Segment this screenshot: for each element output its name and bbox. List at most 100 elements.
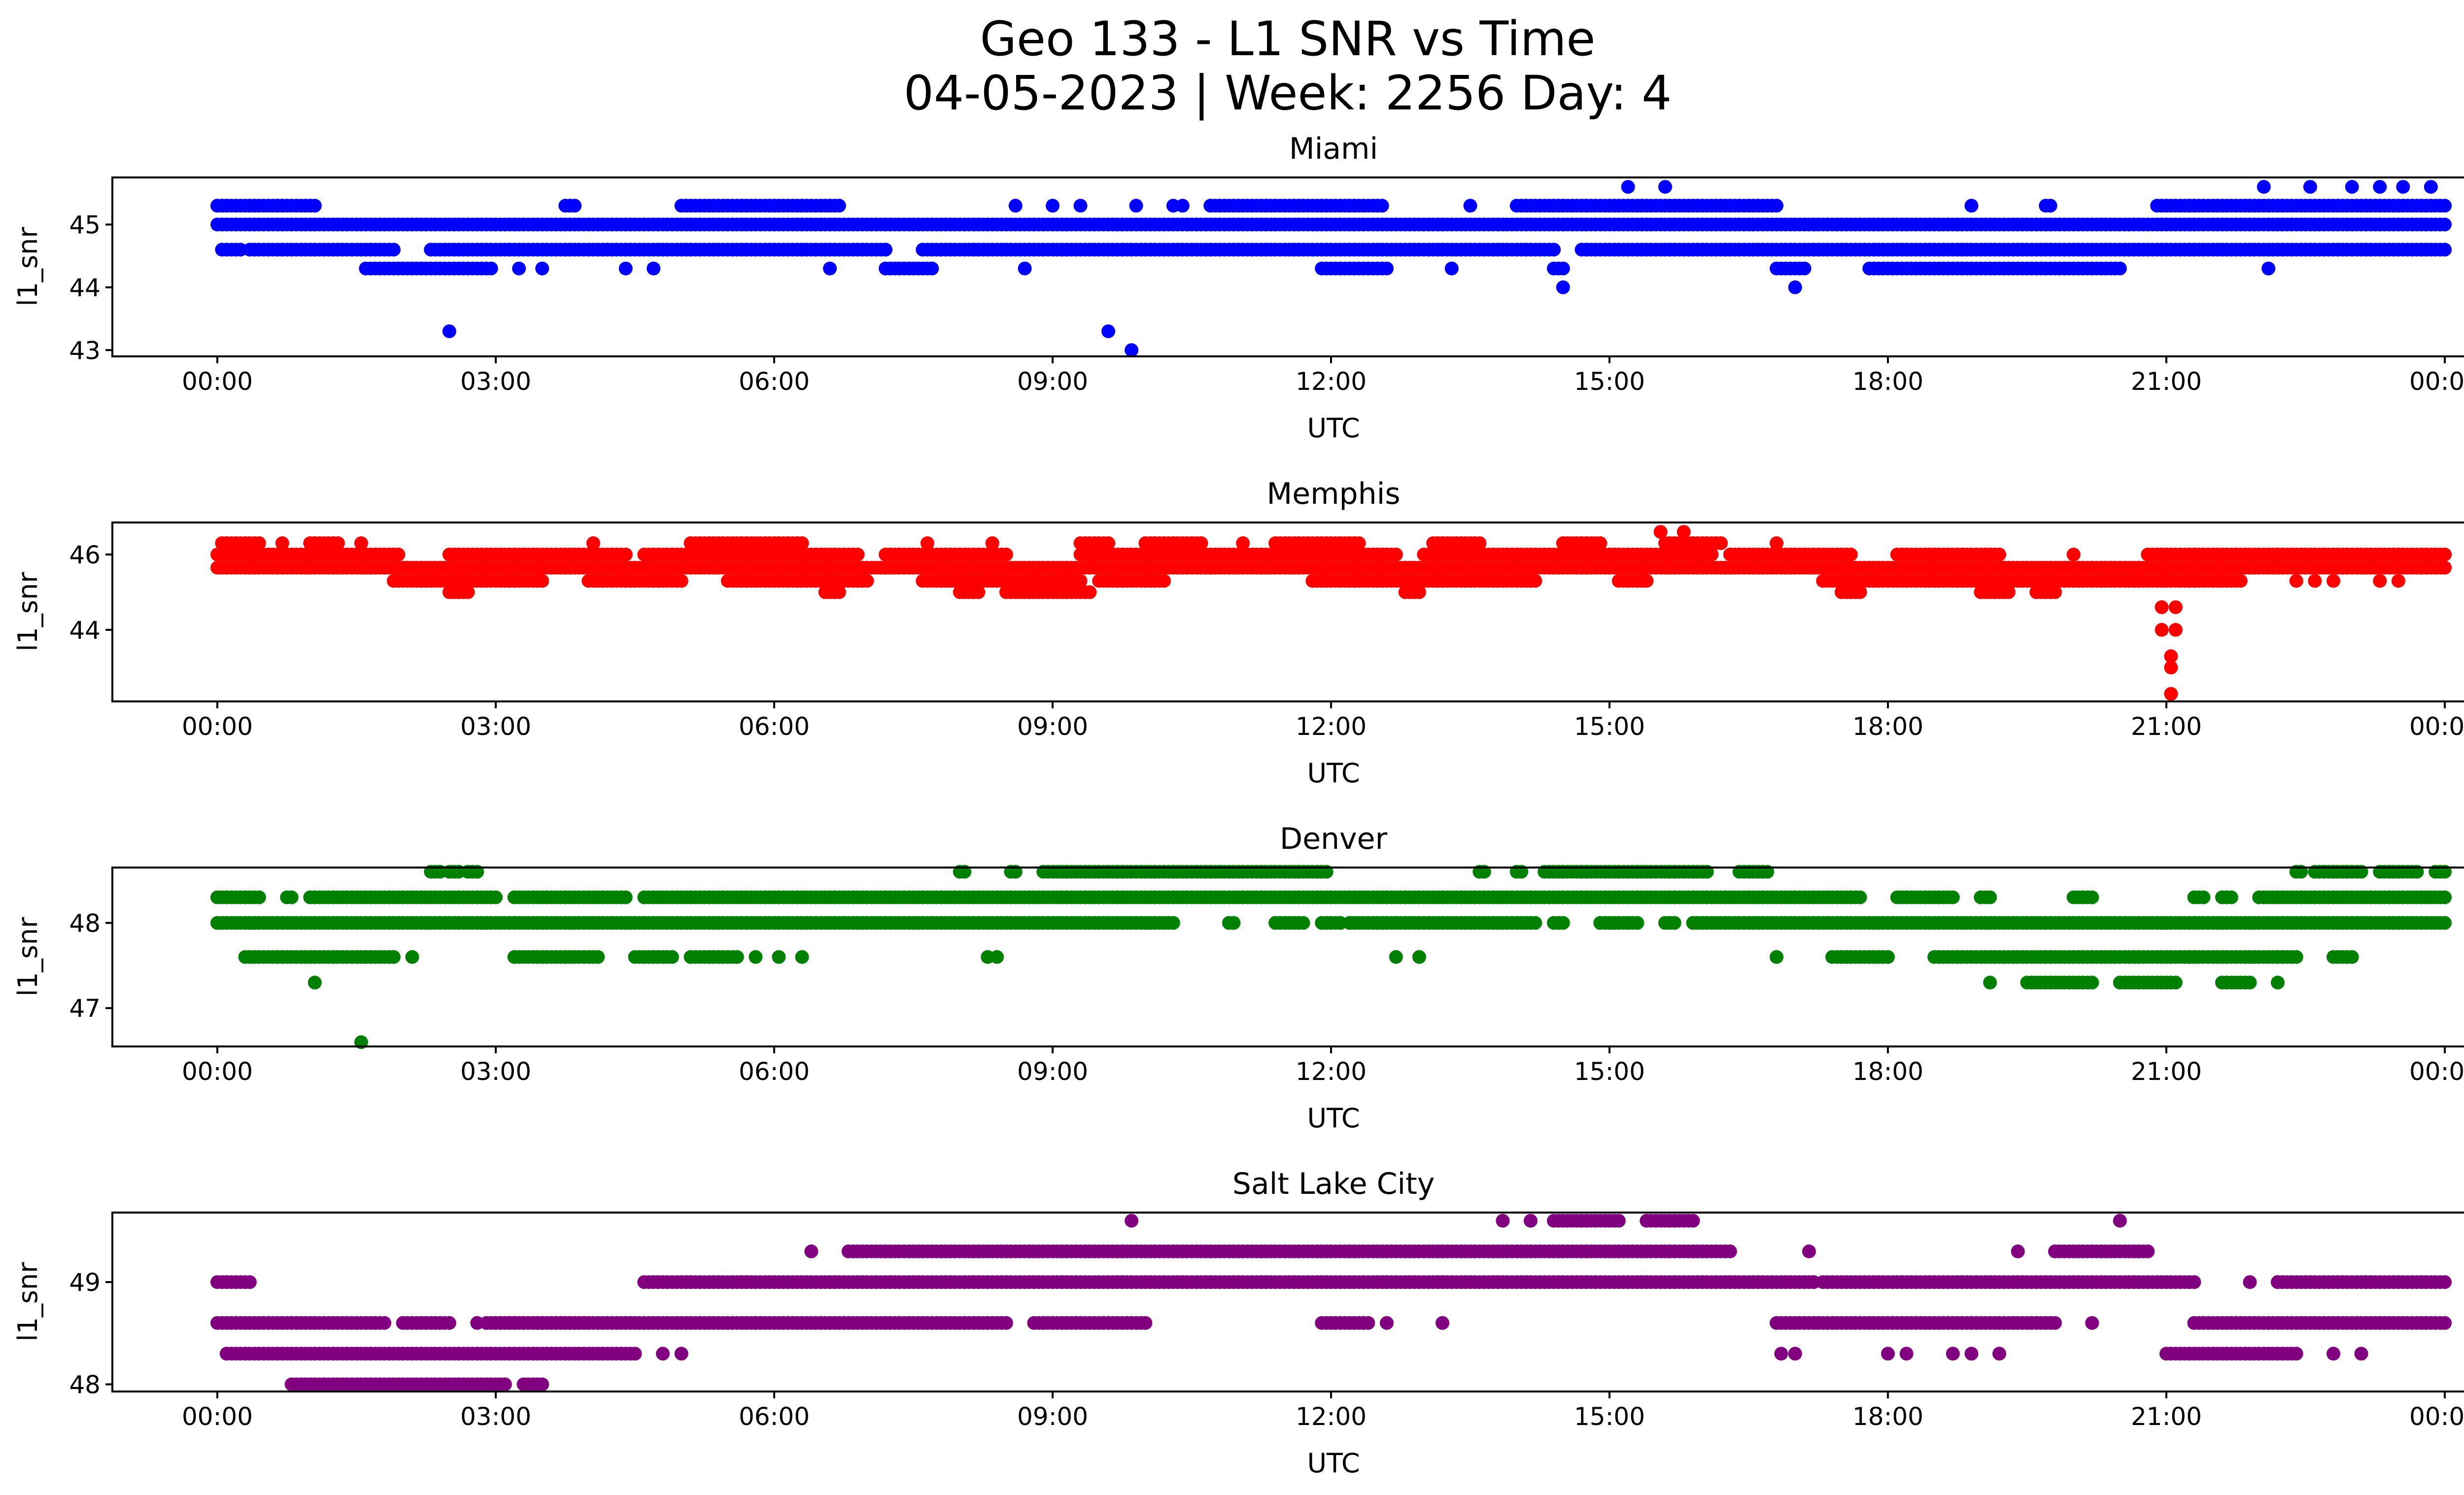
miami-data-point [2438, 243, 2452, 257]
denver-data-point [489, 890, 503, 904]
memphis-data-point [2233, 574, 2248, 588]
denver-data-point [1853, 890, 1867, 904]
denver-data-point [1667, 916, 1681, 930]
memphis-x-tick-label: 12:00 [1296, 712, 1367, 741]
salt-lake-city-data-point [2438, 1316, 2452, 1330]
miami-data-point [1380, 261, 1394, 276]
memphis-points [210, 525, 2452, 701]
memphis-data-point [1101, 536, 1115, 550]
denver-outlier-point [405, 950, 419, 964]
memphis-data-point [674, 574, 688, 588]
memphis-outlier-point [2391, 574, 2405, 588]
denver-data-point [1630, 916, 1644, 930]
salt-lake-city-data-point [1361, 1316, 1375, 1330]
memphis-data-point [1714, 536, 1728, 550]
memphis-data-point [2438, 560, 2452, 575]
miami-outlier-point [1008, 199, 1023, 213]
miami-y-tick-label: 45 [69, 211, 101, 240]
miami-data-point [2438, 199, 2452, 213]
miami-data-point [1770, 199, 1783, 213]
memphis-data-point [1472, 536, 1487, 550]
denver-panel: Denver 00:00 03:00 06:00 09:00 12:00 15:00 18:… [12, 822, 2464, 1134]
denver-data-point [1556, 916, 1570, 930]
miami-plot-frame [111, 176, 2464, 357]
denver-data-point [730, 950, 744, 964]
salt-lake-city-data-point [2187, 1275, 2201, 1289]
memphis-outlier-point [2373, 574, 2387, 588]
memphis-data-point [1083, 585, 1097, 599]
miami-data-point [568, 199, 582, 213]
memphis-outlier-point [2168, 623, 2183, 637]
miami-data-point [2438, 217, 2452, 232]
miami-outlier-point [1101, 324, 1115, 339]
memphis-data-point [1844, 548, 1858, 561]
miami-x-tick-label: 03:00 [460, 367, 531, 396]
denver-data-point [2438, 916, 2452, 930]
denver-outlier-point [308, 975, 322, 990]
salt-lake-city-data-point [2438, 1275, 2452, 1289]
denver-x-tick-label: 09:00 [1017, 1057, 1088, 1086]
miami-outlier-point [1125, 343, 1139, 357]
memphis-outlier-point [2327, 574, 2340, 588]
denver-data-point [252, 890, 266, 904]
miami-x-ticks: 00:00 03:00 06:00 09:00 12:00 15:00 18:00 21:00… [182, 356, 2464, 396]
miami-data-point [308, 199, 322, 213]
denver-outlier-point [1983, 975, 1997, 990]
memphis-x-tick-label: 18:00 [1852, 712, 1923, 741]
miami-x-tick-label: 18:00 [1852, 367, 1923, 396]
memphis-title: Memphis [1266, 477, 1400, 511]
miami-outlier-point [1018, 261, 1032, 276]
miami-title: Miami [1289, 132, 1378, 166]
miami-outlier-point [2261, 261, 2276, 276]
memphis-data-point [2438, 548, 2452, 561]
figure-title-line-2: 04-05-2023 | Week: 2256 Day: 4 [904, 66, 1672, 121]
miami-data-point [925, 261, 939, 276]
memphis-x-label: UTC [1307, 758, 1360, 789]
salt-lake-city-data-point [1723, 1244, 1737, 1258]
salt-lake-city-data-point [2289, 1347, 2303, 1361]
memphis-data-point [252, 536, 266, 550]
denver-y-label: l1_snr [12, 917, 43, 997]
memphis-x-tick-label: 09:00 [1017, 712, 1088, 741]
denver-data-point [2085, 975, 2099, 990]
denver-data-point [618, 890, 633, 904]
miami-outlier-point [1463, 199, 1477, 213]
memphis-x-tick-label: 03:00 [460, 712, 531, 741]
denver-data-point [1881, 950, 1895, 964]
memphis-outlier-point [2164, 687, 2178, 701]
memphis-outlier-point [354, 536, 368, 550]
miami-outlier-point [1621, 180, 1635, 194]
miami-outlier-point [1964, 199, 1979, 213]
miami-x-tick-label: 00:00 [2409, 367, 2464, 396]
miami-outlier-point [1046, 199, 1060, 213]
denver-outlier-point [1770, 950, 1783, 964]
denver-x-tick-label: 12:00 [1296, 1057, 1367, 1086]
denver-x-tick-label: 06:00 [739, 1057, 810, 1086]
denver-data-point [386, 950, 401, 964]
memphis-data-point [1593, 536, 1608, 550]
miami-data-point [1797, 261, 1812, 276]
figure-title-line-1: Geo 133 - L1 SNR vs Time [980, 11, 1596, 67]
salt-lake-city-data-point [1138, 1316, 1153, 1330]
miami-points [210, 180, 2452, 357]
memphis-data-point [832, 585, 846, 599]
denver-data-point [2168, 975, 2183, 990]
salt-lake-city-data-point [377, 1316, 391, 1330]
memphis-y-label: l1_snr [12, 572, 43, 652]
miami-outlier-point [1305, 243, 1320, 257]
memphis-outlier-point [1236, 536, 1250, 550]
memphis-data-point [1389, 548, 1403, 561]
denver-data-point [591, 950, 605, 964]
miami-outlier-point [1444, 261, 1459, 276]
miami-outlier-point [1556, 280, 1570, 294]
memphis-data-point [618, 548, 633, 561]
memphis-outlier-point [2168, 600, 2183, 614]
memphis-outlier-point [2155, 623, 2169, 637]
miami-outlier-point [2345, 180, 2359, 194]
denver-y-tick-label: 48 [69, 909, 101, 938]
denver-outlier-point [749, 950, 763, 964]
denver-data-point [665, 950, 679, 964]
memphis-outlier-point [2289, 574, 2303, 588]
memphis-data-point [860, 574, 874, 588]
